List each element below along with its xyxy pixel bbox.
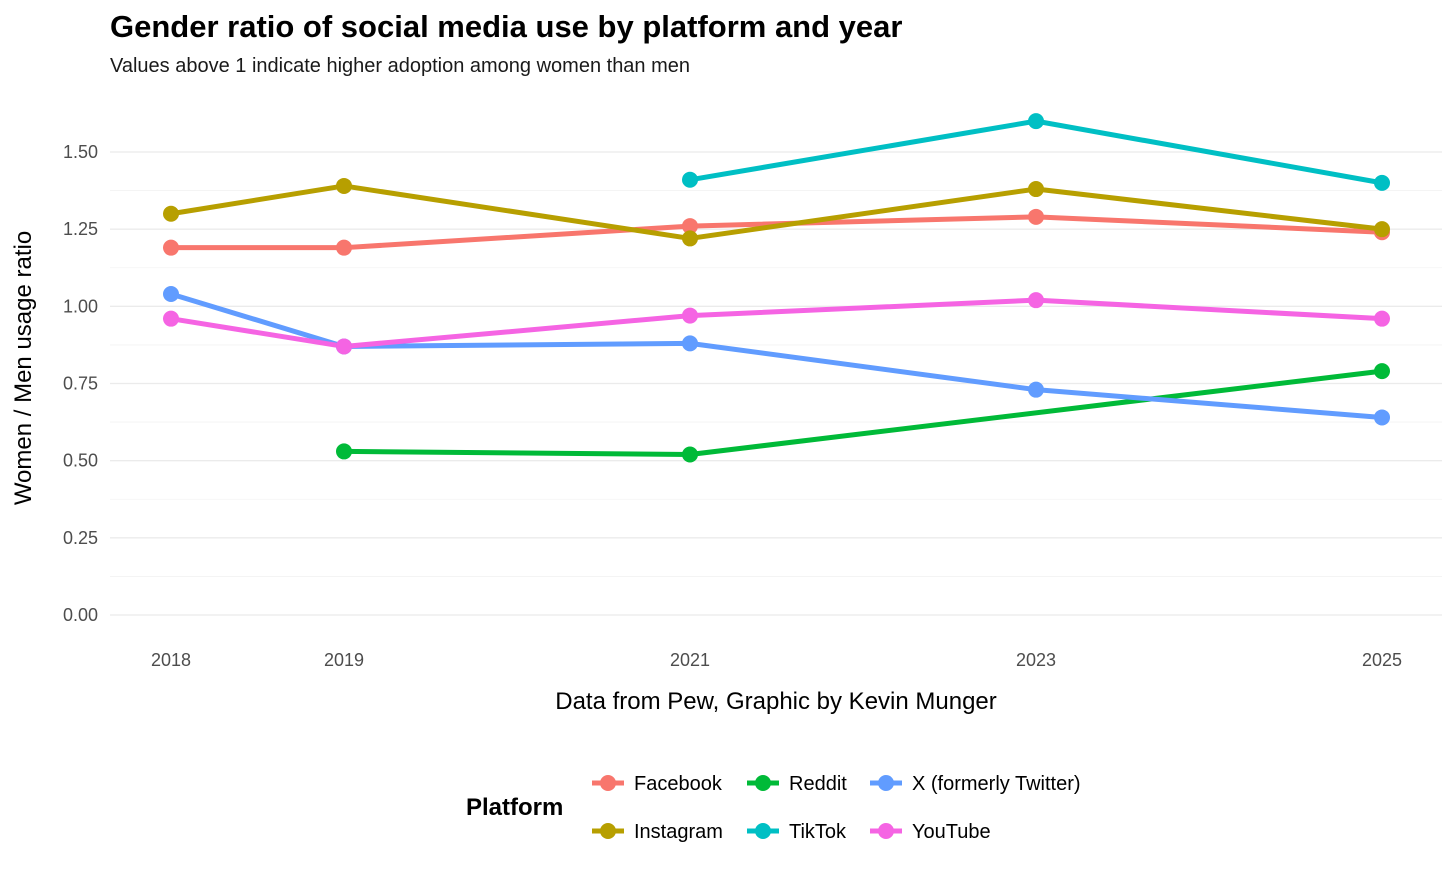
data-point: [1374, 221, 1390, 238]
legend-item: Instagram: [592, 821, 723, 843]
x-tick-label: 2025: [1362, 650, 1402, 670]
chart-subtitle: Values above 1 indicate higher adoption …: [110, 55, 690, 77]
legend-key-point: [755, 823, 771, 839]
y-tick-label: 0.00: [63, 605, 98, 625]
data-point: [336, 239, 352, 256]
data-point: [682, 218, 698, 235]
data-point: [1028, 381, 1044, 398]
data-point: [163, 310, 179, 327]
legend-key-point: [878, 823, 894, 839]
series-points: [163, 113, 1390, 463]
legend-item: TikTok: [747, 821, 847, 843]
legend-label: TikTok: [789, 821, 847, 843]
legend-label: Instagram: [634, 821, 723, 843]
x-tick-label: 2021: [670, 650, 710, 670]
x-tick-label: 2023: [1016, 650, 1056, 670]
legend-item: Facebook: [592, 773, 723, 795]
legend-key-point: [600, 823, 616, 839]
y-tick-label: 0.75: [63, 374, 98, 394]
data-point: [163, 239, 179, 256]
legend-title: Platform: [466, 794, 563, 821]
series-line-instagram: [170, 183, 1383, 241]
data-point: [682, 171, 698, 188]
data-point: [1028, 181, 1044, 198]
y-tick-label: 0.50: [63, 451, 98, 471]
y-tick-label: 1.50: [63, 142, 98, 162]
chart-title: Gender ratio of social media use by plat…: [110, 9, 902, 44]
data-point: [1374, 174, 1390, 191]
series-line-facebook: [171, 214, 1383, 251]
data-point: [1374, 310, 1390, 327]
y-tick-label: 1.00: [63, 296, 98, 316]
data-point: [336, 338, 352, 355]
legend-label: Reddit: [789, 773, 847, 795]
x-tick-label: 2018: [151, 650, 191, 670]
data-point: [682, 446, 698, 463]
gridlines: [110, 151, 1442, 616]
series-lines: [170, 118, 1383, 457]
x-axis-ticks: 2018 2019 2021 2023 2025: [151, 650, 1402, 670]
legend: Facebook Instagram Reddit TikTok X (formerly…: [592, 773, 1081, 843]
data-point: [1028, 208, 1044, 225]
legend-label: Facebook: [634, 773, 723, 795]
data-point: [336, 177, 352, 194]
legend-key-point: [600, 775, 616, 791]
data-point: [1028, 292, 1044, 309]
series-line-youtube: [170, 297, 1383, 349]
data-point: [1374, 363, 1390, 380]
data-point: [682, 307, 698, 324]
legend-label: YouTube: [912, 821, 991, 843]
y-axis-title: Women / Men usage ratio: [10, 231, 37, 505]
data-point: [336, 443, 352, 460]
legend-item: X (formerly Twitter): [870, 773, 1081, 795]
legend-key-point: [878, 775, 894, 791]
legend-item: YouTube: [870, 821, 991, 843]
legend-key-point: [755, 775, 771, 791]
legend-item: Reddit: [747, 773, 847, 795]
data-point: [163, 205, 179, 222]
y-tick-label: 0.25: [63, 528, 98, 548]
data-point: [1374, 409, 1390, 426]
y-tick-label: 1.25: [63, 219, 98, 239]
data-point: [682, 230, 698, 247]
legend-label: X (formerly Twitter): [912, 773, 1081, 795]
data-point: [1028, 113, 1044, 130]
x-axis-title: Data from Pew, Graphic by Kevin Munger: [555, 688, 997, 715]
y-axis-ticks: 0.00 0.25 0.50 0.75 1.00 1.25 1.50: [63, 142, 98, 625]
data-point: [682, 335, 698, 352]
x-tick-label: 2019: [324, 650, 364, 670]
data-point: [163, 285, 179, 302]
